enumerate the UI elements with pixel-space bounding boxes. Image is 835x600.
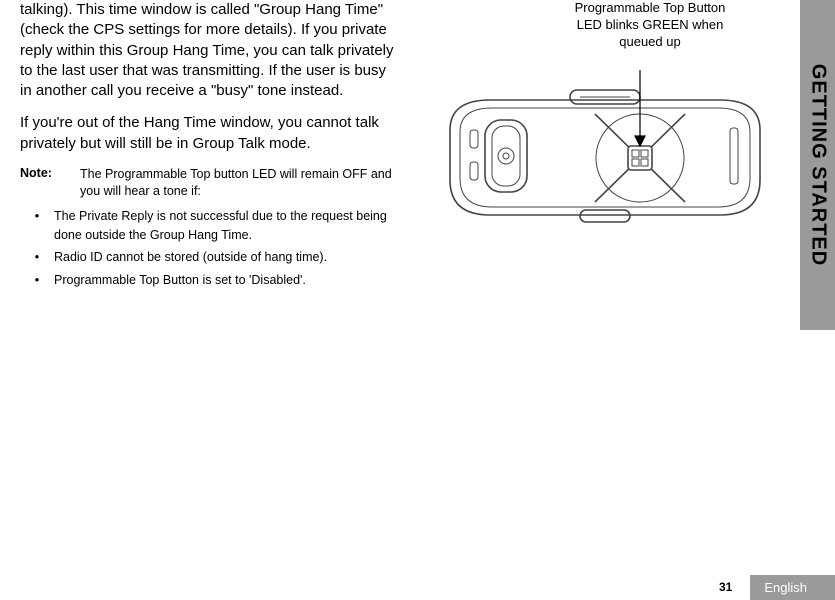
section-side-tab: GETTING STARTED <box>800 0 835 330</box>
device-diagram <box>430 70 780 240</box>
caption-line: Programmable Top Button <box>575 0 726 15</box>
page-footer: 31 English <box>719 574 835 600</box>
note-text: The Programmable Top button LED will rem… <box>80 166 400 201</box>
bullet-text: Programmable Top Button is set to 'Disab… <box>54 271 400 290</box>
note-block: Note: The Programmable Top button LED wi… <box>20 166 400 201</box>
bullet-dot-icon: • <box>20 248 54 267</box>
bullet-dot-icon: • <box>20 271 54 290</box>
bullet-item: • Programmable Top Button is set to 'Dis… <box>20 271 400 290</box>
page-number: 31 <box>719 580 732 594</box>
section-title: GETTING STARTED <box>806 64 829 266</box>
bullet-dot-icon: • <box>20 207 54 245</box>
paragraph-2: If you're out of the Hang Time window, y… <box>20 113 400 154</box>
figure-caption: Programmable Top Button LED blinks GREEN… <box>540 0 760 51</box>
paragraph-1: talking). This time window is called "Gr… <box>20 0 400 101</box>
caption-line: LED blinks GREEN when <box>577 17 724 32</box>
bullet-text: Radio ID cannot be stored (outside of ha… <box>54 248 400 267</box>
language-label: English <box>750 575 835 600</box>
caption-line: queued up <box>619 34 680 49</box>
bullet-item: • Radio ID cannot be stored (outside of … <box>20 248 400 267</box>
note-bullets: • The Private Reply is not successful du… <box>20 207 400 290</box>
note-label: Note: <box>20 166 80 201</box>
bullet-text: The Private Reply is not successful due … <box>54 207 400 245</box>
bullet-item: • The Private Reply is not successful du… <box>20 207 400 245</box>
